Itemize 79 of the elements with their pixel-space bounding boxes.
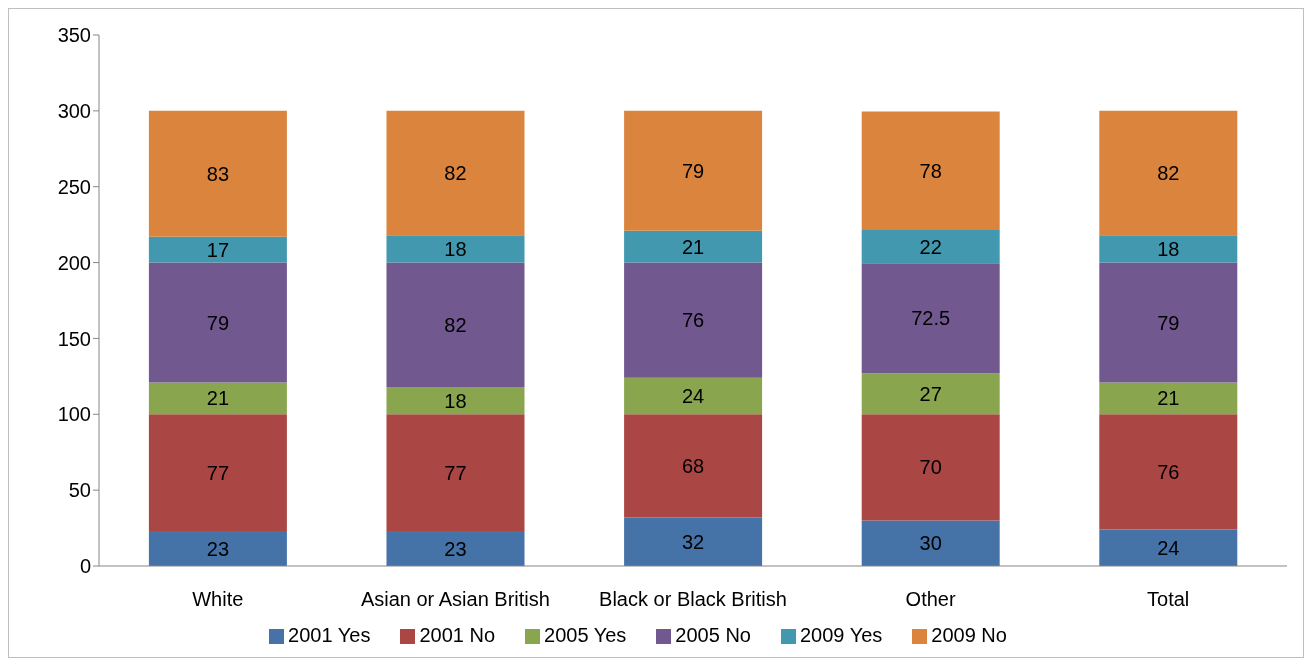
y-tick-label: 50 — [68, 479, 91, 502]
legend-label: 2001 No — [419, 624, 496, 646]
bar — [386, 235, 525, 263]
bar — [861, 111, 1000, 230]
data-label: 22 — [919, 235, 942, 258]
data-label: 77 — [206, 461, 230, 484]
legend-label: 2009 No — [931, 624, 1007, 646]
data-label: 23 — [444, 537, 467, 560]
data-label: 21 — [681, 235, 705, 258]
bar — [386, 386, 525, 415]
data-label: 82 — [444, 162, 467, 185]
bar — [148, 236, 287, 263]
y-tick-label: 150 — [57, 327, 91, 350]
bar — [1099, 382, 1238, 415]
bar — [386, 414, 525, 532]
data-label: 79 — [206, 311, 230, 334]
data-label: 78 — [919, 159, 942, 182]
data-label: 24 — [1157, 536, 1180, 559]
data-label: 76 — [1157, 461, 1180, 484]
bar — [148, 262, 287, 383]
y-tick-label: 200 — [57, 251, 91, 274]
bar — [624, 377, 763, 415]
bar — [861, 229, 1000, 264]
data-label: 76 — [681, 309, 705, 332]
bar — [1099, 235, 1238, 263]
bar — [386, 262, 525, 387]
legend-label: 2001 Yes — [288, 624, 371, 646]
data-label: 77 — [444, 461, 467, 484]
bar — [624, 517, 763, 566]
legend-label: 2009 Yes — [799, 624, 883, 646]
y-tick-label: 250 — [57, 175, 91, 198]
bar — [624, 230, 763, 263]
data-label: 83 — [206, 162, 230, 185]
bar — [148, 110, 287, 237]
bar — [386, 110, 525, 236]
data-label: 68 — [681, 454, 705, 477]
data-label: 30 — [919, 532, 942, 555]
data-label: 23 — [206, 537, 230, 560]
y-tick-label: 0 — [79, 555, 91, 578]
data-label: 27 — [919, 382, 942, 405]
bar — [624, 262, 763, 378]
y-tick-label: 350 — [57, 24, 91, 47]
y-tick-label: 100 — [57, 403, 91, 426]
bar — [861, 373, 1000, 415]
data-label: 82 — [1157, 162, 1180, 185]
data-label: 79 — [681, 159, 705, 182]
data-label: 18 — [1157, 238, 1180, 261]
x-tick-label: Other — [905, 588, 956, 611]
data-label: 18 — [444, 389, 467, 412]
legend-label: 2005 No — [675, 624, 751, 646]
bar — [148, 531, 287, 566]
x-tick-label: Asian or Asian British — [360, 588, 550, 611]
bar — [1099, 110, 1238, 236]
bar — [624, 110, 763, 231]
bar — [1099, 529, 1238, 566]
data-label: 21 — [1157, 387, 1180, 410]
data-label: 17 — [206, 238, 230, 261]
bar — [386, 531, 525, 566]
legend-label: 2005 Yes — [544, 624, 627, 646]
data-label: 32 — [681, 530, 705, 553]
data-label: 70 — [919, 456, 942, 479]
x-tick-label: White — [192, 588, 244, 611]
bar — [861, 414, 1000, 521]
bar — [1099, 414, 1238, 530]
y-tick-label: 300 — [57, 99, 91, 122]
bar — [861, 520, 1000, 566]
x-tick-label: Black or Black British — [599, 588, 787, 611]
data-label: 18 — [444, 238, 467, 261]
x-tick-label: Total — [1147, 588, 1190, 611]
bar — [624, 414, 763, 518]
bar — [1099, 262, 1238, 383]
data-label: 24 — [681, 385, 705, 408]
data-label: 79 — [1157, 311, 1180, 334]
data-label: 21 — [206, 387, 230, 410]
data-label: 82 — [444, 313, 467, 336]
bar — [148, 414, 287, 532]
bar — [861, 263, 1000, 374]
bar — [148, 382, 287, 415]
data-label: 72.5 — [911, 307, 951, 330]
